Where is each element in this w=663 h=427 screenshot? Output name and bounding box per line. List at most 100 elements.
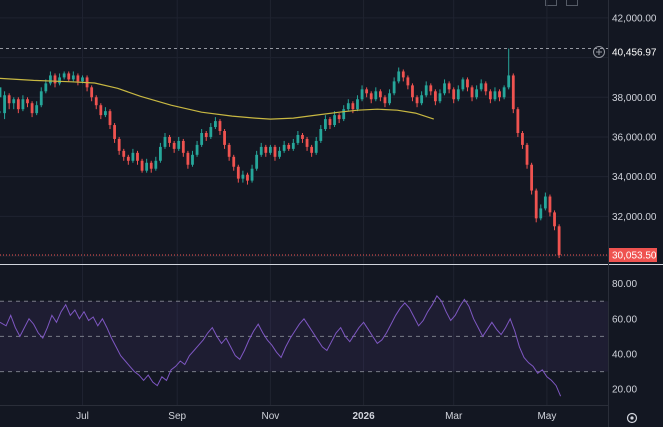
candle — [145, 158, 149, 173]
candle — [511, 73, 515, 114]
candle — [26, 97, 29, 108]
candle — [461, 77, 465, 92]
last-price-label: 30,053.50 — [612, 250, 657, 261]
candle — [195, 140, 199, 157]
candle — [49, 71, 52, 86]
candle — [479, 79, 483, 92]
candle — [131, 148, 135, 163]
candle — [21, 95, 25, 112]
candle — [168, 134, 171, 147]
moving-average-line — [0, 77, 434, 120]
candle — [323, 115, 327, 132]
candle — [76, 73, 80, 86]
candle — [223, 129, 226, 149]
candle — [94, 95, 98, 110]
candle — [264, 144, 268, 157]
candle — [35, 101, 39, 116]
candle — [507, 48, 511, 90]
candle — [424, 81, 428, 98]
candle — [484, 81, 488, 96]
candle — [255, 150, 259, 171]
candle — [493, 87, 497, 102]
candle — [406, 75, 410, 90]
price-tick-label: 42,000.00 — [612, 13, 657, 24]
candle — [374, 87, 378, 102]
candle — [378, 89, 382, 102]
candle — [273, 144, 277, 161]
price-tick-label: 32,000.00 — [612, 212, 657, 223]
candle — [236, 164, 240, 183]
time-axis[interactable]: Jul Sep Nov 2026 Mar May — [76, 411, 556, 422]
candle — [525, 142, 529, 169]
candle — [456, 85, 460, 102]
candle — [246, 172, 249, 185]
time-tick-label: Mar — [445, 411, 463, 422]
candle — [186, 150, 190, 169]
window-control-icon[interactable] — [566, 0, 578, 6]
candle — [181, 138, 185, 157]
candle — [534, 188, 538, 223]
candle — [452, 87, 456, 104]
candle — [227, 142, 231, 161]
window-control-icon[interactable] — [545, 0, 557, 6]
candle — [397, 67, 401, 84]
add-alert-icon[interactable] — [593, 46, 605, 58]
candle — [117, 136, 121, 155]
candle — [163, 132, 167, 149]
candle — [388, 89, 391, 106]
candle — [301, 132, 304, 143]
candle — [310, 144, 314, 157]
candle — [466, 77, 469, 92]
candle — [548, 194, 552, 217]
settings-gear-icon[interactable] — [626, 412, 638, 424]
candle — [333, 111, 336, 128]
candle — [356, 95, 359, 112]
candle — [16, 97, 20, 114]
rsi-line — [0, 295, 562, 397]
candle — [140, 158, 144, 173]
candle — [259, 142, 263, 157]
candle — [53, 73, 57, 88]
candle — [369, 91, 373, 104]
candle — [278, 146, 281, 159]
candle — [3, 91, 6, 120]
candle — [337, 113, 341, 124]
candle — [136, 150, 139, 165]
candle — [250, 164, 254, 183]
candle — [104, 107, 107, 118]
candle — [392, 77, 396, 96]
rsi-band — [0, 300, 608, 373]
candle — [44, 79, 48, 94]
candle — [319, 125, 323, 143]
candle — [401, 69, 405, 82]
candle — [241, 170, 245, 183]
time-tick-label: Jul — [76, 411, 89, 422]
high-marker-box — [609, 45, 663, 59]
candle — [213, 117, 217, 130]
candle — [530, 162, 534, 195]
candle — [209, 123, 213, 139]
candle — [543, 192, 547, 211]
rsi-axis[interactable]: 80.00 60.00 40.00 20.00 — [612, 279, 637, 396]
price-axis[interactable]: 42,000.00 38,000.00 36,000.00 34,000.00 32,0… — [612, 13, 657, 222]
candle — [415, 95, 419, 108]
candle — [502, 85, 506, 100]
candle — [346, 99, 350, 112]
candle — [39, 87, 43, 108]
rsi-tick-label: 60.00 — [612, 314, 637, 325]
time-tick-label: Nov — [261, 411, 279, 422]
candle — [314, 136, 318, 155]
high-marker: 40,456.97 — [593, 45, 663, 59]
candle — [429, 83, 433, 96]
candlestick-series — [0, 48, 561, 259]
candle — [268, 144, 272, 155]
rsi-tick-label: 40.00 — [612, 349, 637, 360]
candle — [172, 140, 176, 153]
candle — [447, 81, 451, 94]
candle — [282, 140, 286, 153]
candle — [99, 103, 103, 120]
candle — [85, 75, 89, 92]
rsi-tick-label: 20.00 — [612, 385, 637, 396]
candle — [108, 109, 112, 130]
